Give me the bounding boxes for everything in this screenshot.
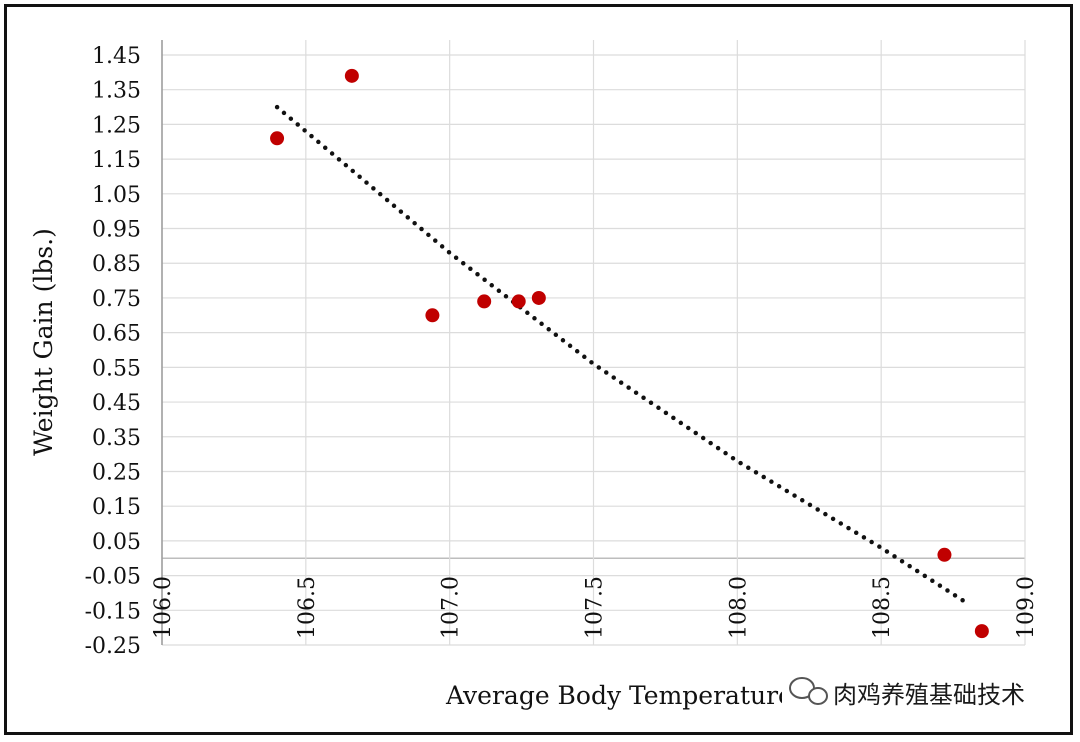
y-tick-label: 0.95 bbox=[92, 218, 141, 243]
grid bbox=[161, 40, 1026, 646]
y-axis-title: Weight Gain (lbs.) bbox=[29, 228, 58, 456]
x-tick-label: 107.0 bbox=[439, 576, 464, 639]
watermark-backdrop bbox=[782, 670, 1052, 714]
chart-frame bbox=[4, 4, 1073, 735]
x-tick-label: 108.0 bbox=[726, 576, 751, 639]
data-point bbox=[511, 294, 526, 309]
data-point bbox=[344, 68, 359, 83]
y-tick-label: 0.25 bbox=[92, 460, 141, 485]
data-point bbox=[531, 290, 546, 305]
chat-bubble-icon bbox=[789, 677, 828, 705]
y-tick-label: 1.45 bbox=[92, 44, 141, 69]
y-tick-label: -0.15 bbox=[85, 599, 141, 624]
x-axis-title: Average Body Temperature (F) bbox=[445, 681, 838, 710]
y-tick-label: -0.05 bbox=[85, 565, 141, 590]
y-tick-label: 0.55 bbox=[92, 356, 141, 381]
y-tick-label: 0.85 bbox=[92, 252, 141, 277]
data-point bbox=[270, 131, 285, 146]
watermark-text: 肉鸡养殖基础技术 bbox=[833, 681, 1025, 709]
x-tick-label: 106.0 bbox=[151, 576, 176, 639]
x-tick-label: 109.0 bbox=[1014, 576, 1039, 639]
data-point bbox=[937, 547, 952, 562]
y-tick-label: 0.35 bbox=[92, 426, 141, 451]
data-point bbox=[477, 294, 492, 309]
trendline-path bbox=[274, 104, 970, 606]
y-tick-label: 0.65 bbox=[92, 322, 141, 347]
x-tick-label: 106.5 bbox=[295, 576, 320, 639]
y-tick-label: 1.25 bbox=[92, 113, 141, 138]
y-tick-label: 1.05 bbox=[92, 183, 141, 208]
trendline bbox=[274, 104, 970, 606]
y-tick-label: 0.45 bbox=[92, 391, 141, 416]
watermark: 肉鸡养殖基础技术 bbox=[782, 670, 1052, 714]
data-point bbox=[425, 308, 440, 323]
y-tick-label: 0.05 bbox=[92, 530, 141, 555]
x-tick-label: 107.5 bbox=[583, 576, 608, 639]
y-tick-label: 0.75 bbox=[92, 287, 141, 312]
y-tick-label: 0.15 bbox=[92, 495, 141, 520]
y-tick-label: -0.25 bbox=[85, 634, 141, 659]
y-tick-label: 1.35 bbox=[92, 79, 141, 104]
y-tick-labels: 1.45 1.35 1.25 1.15 1.05 0.95 0.85 0.75 0.65 0.55… bbox=[85, 44, 141, 659]
data-points bbox=[270, 68, 989, 639]
x-tick-label: 108.5 bbox=[870, 576, 895, 639]
x-tick-labels: 106.0 106.5 107.0 107.5 108.0 108.5 109.0 bbox=[151, 576, 1039, 639]
data-point bbox=[974, 624, 989, 639]
y-tick-label: 1.15 bbox=[92, 148, 141, 173]
